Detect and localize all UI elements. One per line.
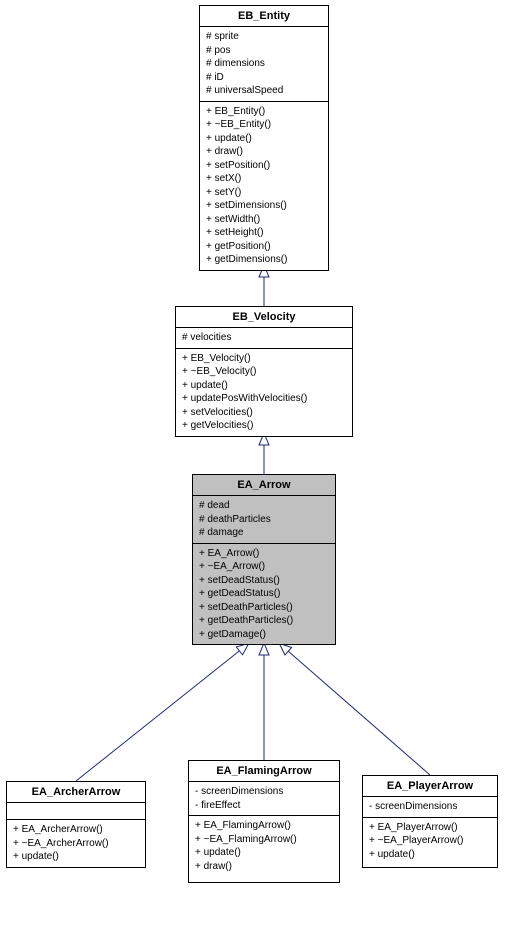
class-methods: + EB_Entity() + ~EB_Entity() + update() …: [200, 102, 328, 270]
class-attributes: [7, 803, 145, 820]
class-attributes: - screenDimensions: [363, 797, 497, 818]
class-methods: + EA_FlamingArrow() + ~EA_FlamingArrow()…: [189, 816, 339, 876]
class-attributes: # sprite # pos # dimensions # iD # unive…: [200, 27, 328, 102]
class-ea-archer-arrow[interactable]: EA_ArcherArrow + EA_ArcherArrow() + ~EA_…: [6, 781, 146, 868]
class-attributes: # dead # deathParticles # damage: [193, 496, 335, 544]
class-title: EA_FlamingArrow: [189, 761, 339, 782]
class-ea-arrow[interactable]: EA_Arrow # dead # deathParticles # damag…: [192, 474, 336, 645]
class-ea-flaming-arrow[interactable]: EA_FlamingArrow - screenDimensions - fir…: [188, 760, 340, 883]
class-title: EB_Velocity: [176, 307, 352, 328]
class-attributes: - screenDimensions - fireEffect: [189, 782, 339, 816]
class-title: EA_ArcherArrow: [7, 782, 145, 803]
class-title: EA_Arrow: [193, 475, 335, 496]
class-title: EA_PlayerArrow: [363, 776, 497, 797]
class-methods: + EB_Velocity() + ~EB_Velocity() + updat…: [176, 349, 352, 436]
class-eb-entity[interactable]: EB_Entity # sprite # pos # dimensions # …: [199, 5, 329, 271]
class-attributes: # velocities: [176, 328, 352, 349]
class-methods: + EA_PlayerArrow() + ~EA_PlayerArrow() +…: [363, 818, 497, 865]
class-methods: + EA_Arrow() + ~EA_Arrow() + setDeadStat…: [193, 544, 335, 645]
inheritance-edge: [280, 644, 430, 775]
class-methods: + EA_ArcherArrow() + ~EA_ArcherArrow() +…: [7, 820, 145, 867]
class-ea-player-arrow[interactable]: EA_PlayerArrow - screenDimensions + EA_P…: [362, 775, 498, 868]
class-eb-velocity[interactable]: EB_Velocity # velocities + EB_Velocity()…: [175, 306, 353, 437]
class-title: EB_Entity: [200, 6, 328, 27]
